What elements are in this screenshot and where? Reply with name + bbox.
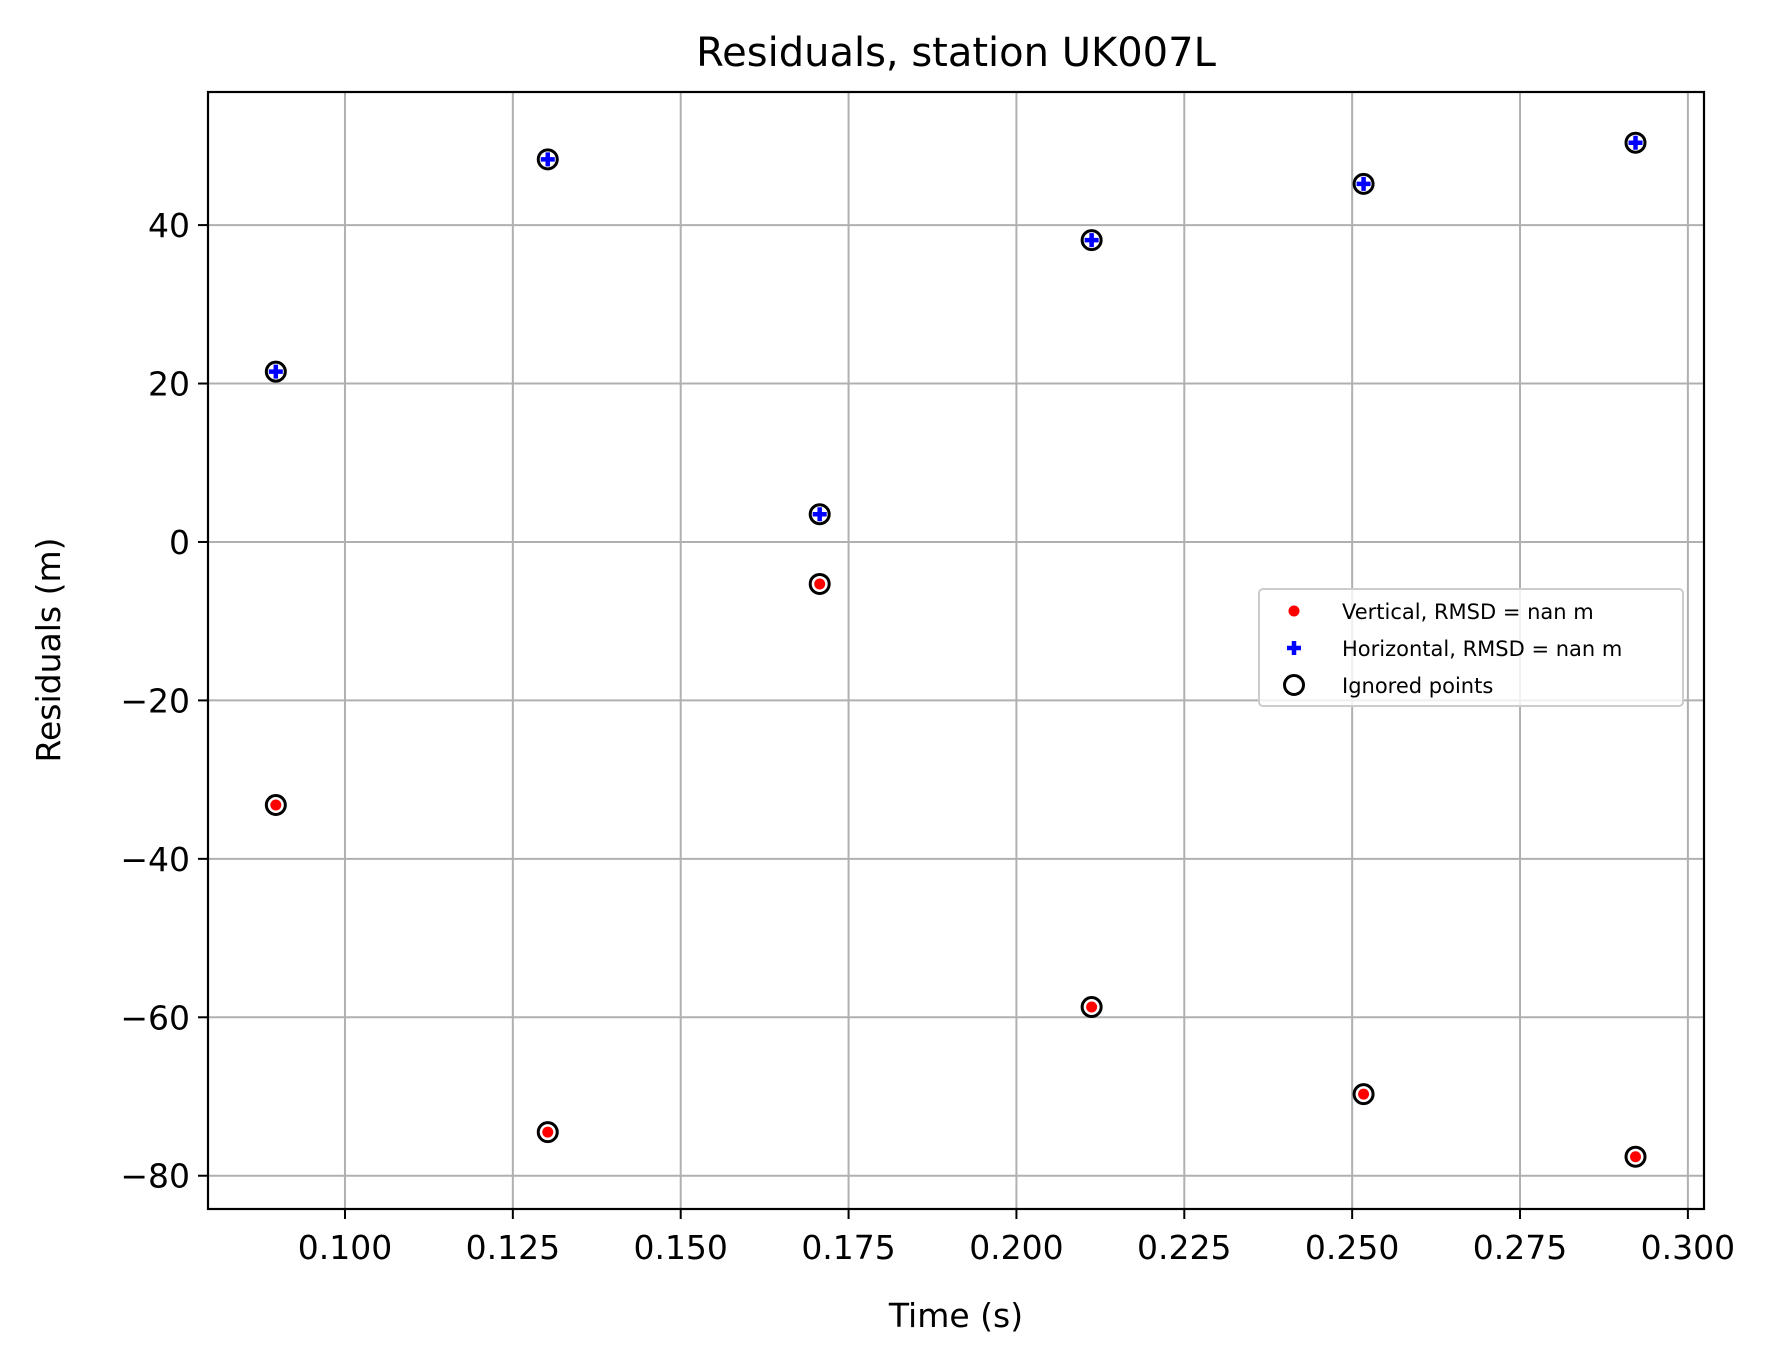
legend-ignored-swatch — [1283, 674, 1305, 696]
horizontal-residual-point — [268, 364, 283, 379]
ignored-point-marker — [808, 503, 831, 526]
x-tick-label: 0.275 — [1473, 1228, 1567, 1267]
legend: Vertical, RMSD = nan m Horizontal, RMSD =… — [1258, 588, 1684, 707]
grid-layer — [208, 92, 1704, 1209]
horizontal-residual-point — [1356, 176, 1371, 191]
x-tick-label: 0.175 — [801, 1228, 895, 1267]
x-axis-label: Time (s) — [888, 1296, 1023, 1335]
ignored-point-marker — [1352, 1083, 1375, 1106]
y-tick-label: −60 — [120, 998, 190, 1037]
y-tick-label: −40 — [120, 840, 190, 879]
vertical-residual-point — [814, 578, 826, 590]
y-tick-label: −80 — [120, 1157, 190, 1196]
tick-layer: 0.100 0.125 0.150 0.175 0.200 0.225 0.250 0.275… — [120, 206, 1735, 1267]
legend-entry-label: Vertical, RMSD = nan m — [1342, 600, 1594, 624]
x-tick-label: 0.300 — [1641, 1228, 1735, 1267]
vertical-residual-point — [270, 799, 282, 811]
vertical-residual-point — [542, 1126, 554, 1138]
legend-horizontal-swatch — [1287, 641, 1301, 655]
ignored-point-marker — [264, 793, 287, 816]
y-axis-label: Residuals (m) — [29, 538, 68, 763]
x-tick-label: 0.200 — [969, 1228, 1063, 1267]
legend-entry-label: Horizontal, RMSD = nan m — [1342, 637, 1622, 661]
vertical-residual-point — [1630, 1151, 1642, 1163]
x-tick-label: 0.250 — [1305, 1228, 1399, 1267]
vertical-residual-point — [1086, 1001, 1098, 1013]
ignored-point-marker — [1080, 229, 1103, 252]
chart-title: Residuals, station UK007L — [696, 30, 1216, 76]
ignored-point-marker — [1352, 172, 1375, 195]
horizontal-residual-point — [812, 507, 827, 522]
ignored-point-marker — [536, 1121, 559, 1144]
y-tick-label: 40 — [148, 206, 190, 245]
y-tick-label: 20 — [148, 365, 190, 404]
y-tick-label: 0 — [169, 523, 190, 562]
x-tick-label: 0.125 — [466, 1228, 560, 1267]
horizontal-residual-point — [1628, 135, 1643, 150]
plot-frame — [206, 90, 1706, 1211]
ignored-point-marker — [536, 148, 559, 171]
horizontal-residual-point — [540, 152, 555, 167]
data-layer — [264, 131, 1647, 1168]
vertical-residual-point — [1358, 1088, 1370, 1100]
x-tick-label: 0.225 — [1137, 1228, 1231, 1267]
legend-box — [1258, 588, 1684, 707]
x-tick-label: 0.150 — [633, 1228, 727, 1267]
ignored-point-marker — [1080, 995, 1103, 1018]
legend-vertical-swatch — [1288, 605, 1300, 617]
horizontal-residual-point — [1084, 233, 1099, 248]
ignored-point-marker — [808, 572, 831, 595]
ignored-point-marker — [1624, 1145, 1647, 1168]
ignored-point-marker — [1624, 131, 1647, 154]
x-tick-label: 0.100 — [298, 1228, 392, 1267]
y-tick-label: −20 — [120, 681, 190, 720]
legend-entry-label: Ignored points — [1342, 674, 1493, 698]
ignored-point-marker — [264, 360, 287, 383]
